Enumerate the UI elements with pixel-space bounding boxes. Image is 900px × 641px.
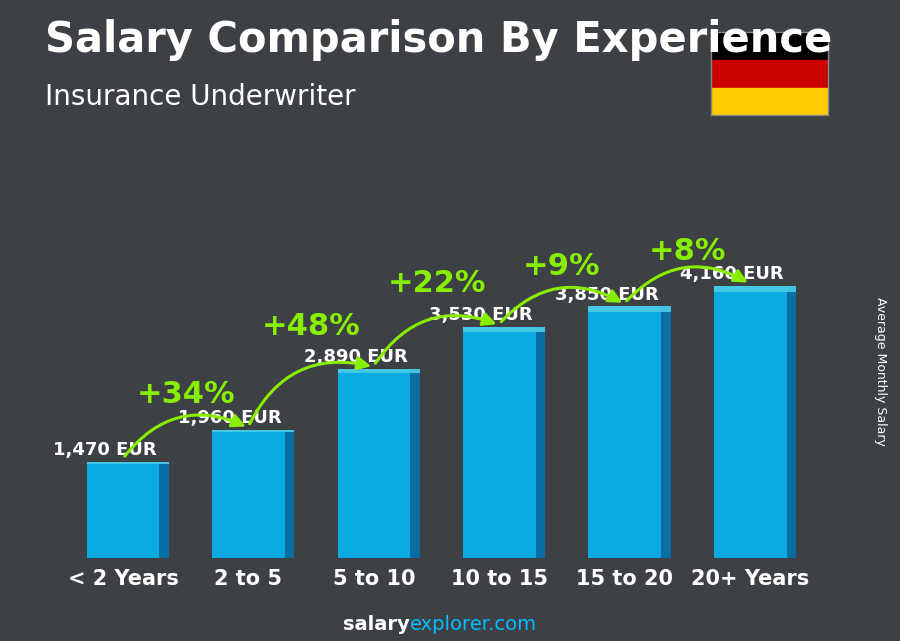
Text: 4,160 EUR: 4,160 EUR bbox=[680, 265, 784, 283]
Bar bbox=[463, 327, 536, 558]
Bar bbox=[787, 286, 796, 558]
Bar bbox=[711, 32, 828, 60]
Text: +9%: +9% bbox=[523, 253, 601, 281]
Bar bbox=[86, 462, 169, 463]
Text: +34%: +34% bbox=[137, 379, 235, 409]
Text: Average Monthly Salary: Average Monthly Salary bbox=[874, 297, 886, 446]
Bar bbox=[714, 286, 787, 558]
Text: 2,890 EUR: 2,890 EUR bbox=[304, 348, 408, 366]
Bar bbox=[410, 369, 419, 558]
Bar bbox=[711, 60, 828, 88]
Text: 3,850 EUR: 3,850 EUR bbox=[554, 285, 659, 304]
Text: Salary Comparison By Experience: Salary Comparison By Experience bbox=[45, 19, 832, 62]
Text: 1,470 EUR: 1,470 EUR bbox=[53, 441, 157, 459]
Text: 1,960 EUR: 1,960 EUR bbox=[178, 409, 282, 427]
Text: +48%: +48% bbox=[262, 312, 361, 342]
Text: +22%: +22% bbox=[387, 269, 486, 298]
Bar bbox=[338, 369, 419, 373]
Bar bbox=[463, 327, 545, 332]
Bar bbox=[86, 462, 159, 558]
Bar bbox=[536, 327, 545, 558]
Text: explorer.com: explorer.com bbox=[410, 615, 536, 635]
Bar bbox=[284, 429, 294, 558]
Bar bbox=[714, 286, 796, 292]
Bar bbox=[589, 306, 662, 558]
Bar bbox=[589, 306, 670, 312]
Text: Insurance Underwriter: Insurance Underwriter bbox=[45, 83, 356, 112]
Bar bbox=[711, 88, 828, 115]
Bar bbox=[338, 369, 410, 558]
Text: salary: salary bbox=[343, 615, 410, 635]
Bar bbox=[212, 429, 284, 558]
Bar bbox=[212, 429, 294, 433]
Text: 3,530 EUR: 3,530 EUR bbox=[429, 306, 533, 324]
Text: +8%: +8% bbox=[649, 237, 726, 266]
Bar bbox=[159, 462, 169, 558]
Bar bbox=[662, 306, 670, 558]
